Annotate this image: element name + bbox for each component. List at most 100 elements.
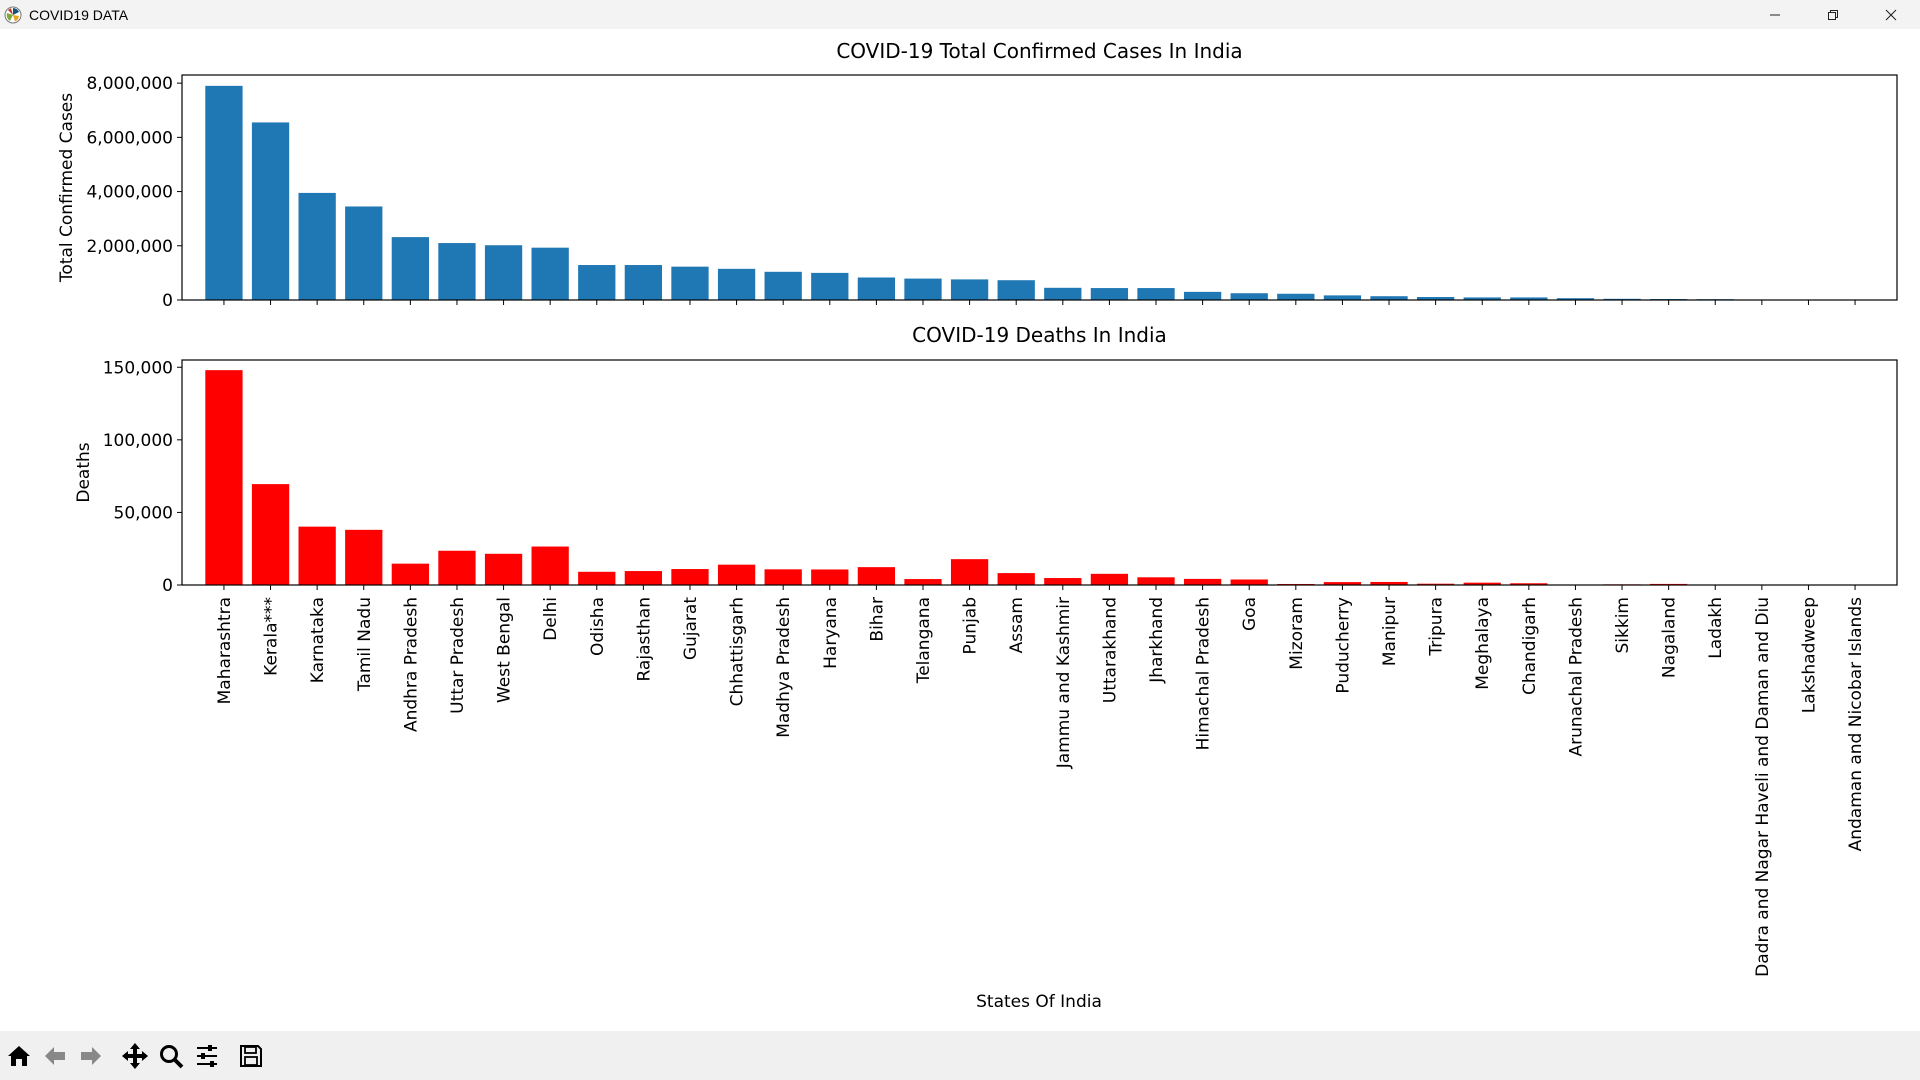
bar	[298, 192, 336, 300]
back-arrow-icon	[45, 1046, 65, 1065]
bar	[1044, 287, 1082, 300]
zoom-icon	[160, 1044, 184, 1068]
bar	[1510, 583, 1548, 585]
toolbar-separator	[110, 1039, 118, 1073]
x-tick-label: Arunachal Pradesh	[1566, 597, 1586, 757]
bar	[1556, 298, 1595, 300]
y-tick-label: 6,000,000	[86, 128, 173, 148]
y-tick-label: 100,000	[103, 431, 173, 451]
x-tick-label: Andhra Pradesh	[401, 597, 421, 732]
bar	[1090, 573, 1129, 585]
y-tick-label: 50,000	[114, 503, 173, 523]
x-tick-label: Nagaland	[1660, 597, 1680, 678]
bar	[391, 237, 429, 300]
bar	[950, 559, 989, 585]
bar	[764, 569, 802, 585]
back-button[interactable]	[38, 1039, 72, 1073]
configure-subplots-icon	[197, 1044, 217, 1067]
bar	[624, 265, 663, 300]
x-tick-label: Meghalaya	[1473, 597, 1493, 690]
window-controls	[1746, 0, 1920, 29]
matplotlib-logo-icon	[3, 5, 23, 25]
configure-subplots-button[interactable]	[190, 1039, 224, 1073]
bar	[997, 573, 1035, 585]
bar	[904, 579, 942, 585]
x-tick-label: Uttar Pradesh	[448, 597, 468, 714]
save-icon	[240, 1044, 262, 1067]
zoom-button[interactable]	[154, 1039, 188, 1073]
navigation-toolbar	[0, 1031, 1920, 1080]
home-button[interactable]	[2, 1039, 36, 1073]
x-tick-label: Karnataka	[308, 597, 328, 683]
close-button[interactable]	[1862, 0, 1920, 29]
x-tick-label: Kerala***	[262, 597, 282, 676]
x-tick-label: Puducherry	[1333, 597, 1353, 694]
y-tick-label: 2,000,000	[86, 237, 173, 257]
bar	[1230, 579, 1268, 585]
bar	[950, 279, 989, 300]
bar	[671, 266, 709, 300]
bar	[1230, 293, 1268, 300]
bar	[438, 243, 476, 300]
bar	[205, 85, 243, 300]
axes-frame	[181, 359, 1898, 586]
x-tick-label: Jharkhand	[1147, 597, 1167, 684]
bar	[1137, 288, 1175, 300]
x-tick-label: Rajasthan	[634, 597, 654, 682]
bar	[298, 526, 336, 585]
figure-xlabel: States Of India	[976, 992, 1102, 1012]
toolbar-separator	[226, 1039, 234, 1073]
bar	[251, 122, 290, 300]
chart-title: COVID-19 Deaths In India	[912, 323, 1167, 347]
bar	[1323, 582, 1362, 585]
x-tick-label: Mizoram	[1287, 597, 1307, 670]
bar	[904, 278, 942, 300]
bar	[1323, 295, 1362, 300]
y-tick-label: 4,000,000	[86, 183, 173, 203]
x-tick-label: Telangana	[914, 597, 934, 684]
restore-icon	[1828, 9, 1838, 20]
bar	[1416, 583, 1455, 585]
bar	[764, 271, 802, 300]
x-tick-label: Sikkim	[1613, 597, 1633, 654]
forward-button[interactable]	[74, 1039, 108, 1073]
x-tick-label: Andaman and Nicobar Islands	[1846, 597, 1866, 852]
bar	[1416, 297, 1455, 300]
bar	[531, 247, 569, 300]
x-tick-label: West Bengal	[495, 597, 515, 703]
forward-arrow-icon	[81, 1046, 101, 1065]
bar	[717, 268, 756, 300]
bar	[345, 206, 383, 300]
x-tick-label: Odisha	[588, 597, 608, 656]
bar	[1137, 577, 1175, 585]
x-tick-label: Assam	[1007, 597, 1027, 653]
save-button[interactable]	[234, 1039, 268, 1073]
close-icon	[1885, 9, 1897, 20]
bar	[251, 484, 290, 585]
bar	[391, 563, 429, 585]
restore-button[interactable]	[1804, 0, 1862, 29]
x-tick-label: Madhya Pradesh	[774, 597, 794, 738]
bar	[531, 546, 569, 585]
pan-button[interactable]	[118, 1039, 152, 1073]
y-axis-label: Total Confirmed Cases	[57, 93, 77, 283]
figure-svg: COVID-19 Total Confirmed Cases In India 0…	[57, 39, 1898, 1012]
x-tick-label: Haryana	[821, 597, 841, 669]
y-tick-label: 8,000,000	[86, 74, 173, 94]
window-titlebar: COVID19 DATA	[0, 0, 1920, 29]
x-tick-label: Uttarakhand	[1100, 597, 1120, 703]
bar	[624, 571, 663, 585]
x-tick-label: Dadra and Nagar Haveli and Daman and Diu	[1753, 597, 1773, 977]
bar	[671, 569, 709, 585]
figure-canvas[interactable]: COVID-19 Total Confirmed Cases In India 0…	[0, 29, 1920, 1031]
minimize-icon	[1770, 14, 1780, 15]
x-tick-label: Maharashtra	[215, 597, 235, 704]
x-tick-label: Chandigarh	[1520, 597, 1540, 695]
window-title: COVID19 DATA	[29, 6, 129, 23]
minimize-button[interactable]	[1746, 0, 1804, 29]
bar	[438, 550, 476, 585]
x-tick-label: Tamil Nadu	[355, 597, 375, 692]
x-tick-label: Lakshadweep	[1799, 597, 1819, 713]
confirmed-cases-chart: COVID-19 Total Confirmed Cases In India 0…	[57, 39, 1898, 311]
x-tick-label: Punjab	[961, 597, 981, 654]
